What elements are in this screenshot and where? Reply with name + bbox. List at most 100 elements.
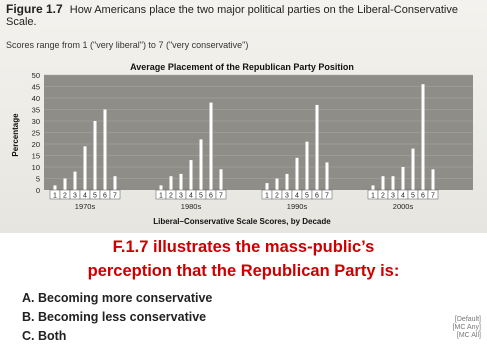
y-tick-label: 35 <box>32 106 40 115</box>
figure-caption: Figure 1.7 How Americans place the two m… <box>6 3 476 28</box>
x-tick-label: 3 <box>179 193 183 200</box>
y-tick-label: 15 <box>32 152 40 161</box>
x-tick-label: 4 <box>189 193 193 200</box>
bar <box>73 171 77 190</box>
option-c-text: Both <box>37 329 67 343</box>
option-a-letter: A. <box>22 291 35 305</box>
x-tick-label: 5 <box>93 193 97 200</box>
decade-label: 1970s <box>75 202 96 211</box>
x-tick-box <box>321 189 333 200</box>
bar <box>83 146 87 190</box>
x-tick-label: 6 <box>421 193 425 200</box>
x-tick-box <box>427 189 439 200</box>
x-tick-box <box>215 189 227 200</box>
y-tick-label: 50 <box>32 71 40 80</box>
y-axis-ticks: 0 5 10 15 20 25 30 35 40 45 50 <box>32 71 40 195</box>
x-tick-label: 6 <box>103 193 107 200</box>
option-b-text: Becoming less conservative <box>37 310 207 324</box>
bar <box>93 121 97 190</box>
bar <box>421 84 425 190</box>
option-c[interactable]: C. Both <box>22 327 212 346</box>
scores-note: Scores range from 1 ("very liberal") to … <box>6 40 249 50</box>
bar <box>305 141 309 190</box>
x-tick-label: 4 <box>295 193 299 200</box>
x-tick-label: 7 <box>431 193 435 200</box>
bar <box>53 185 57 190</box>
figure-caption-text: How Americans place the two major politi… <box>6 4 458 28</box>
bar <box>371 185 375 190</box>
x-tick-label: 3 <box>285 193 289 200</box>
y-tick-label: 40 <box>32 94 40 103</box>
x-tick-label: 6 <box>209 193 213 200</box>
x-tick-label: 6 <box>315 193 319 200</box>
bar <box>199 139 203 190</box>
bars <box>53 84 435 190</box>
bar <box>189 160 193 190</box>
x-tick-label: 5 <box>411 193 415 200</box>
bar <box>285 173 289 190</box>
decade-labels: 1970s 1980s 1990s 2000s <box>75 202 414 211</box>
x-tick-label: 4 <box>401 193 405 200</box>
bar <box>325 162 329 190</box>
x-tick-label: 3 <box>73 193 77 200</box>
y-tick-label: 25 <box>32 129 40 138</box>
y-tick-label: 0 <box>36 186 40 195</box>
y-tick-label: 45 <box>32 83 40 92</box>
question-text: F.1.7 illustrates the mass-public’s perc… <box>0 235 487 283</box>
bar <box>381 176 385 190</box>
option-c-letter: C. <box>22 329 35 343</box>
y-tick-label: 10 <box>32 163 40 172</box>
x-tick-label: 2 <box>169 193 173 200</box>
x-tick-label: 3 <box>391 193 395 200</box>
x-tick-label: 7 <box>325 193 329 200</box>
x-tick-label: 4 <box>83 193 87 200</box>
bar <box>391 176 395 190</box>
bar <box>169 176 173 190</box>
tag-default: [Default] <box>454 316 481 323</box>
x-tick-label: 5 <box>199 193 203 200</box>
option-b-letter: B. <box>22 310 35 324</box>
x-tick-label: 2 <box>63 193 67 200</box>
x-tick-box <box>109 189 121 200</box>
tag-mc-any: [MC Any] <box>452 324 481 331</box>
y-tick-label: 30 <box>32 117 40 126</box>
bar <box>159 185 163 190</box>
bar <box>103 109 107 190</box>
bar <box>219 169 223 190</box>
option-a[interactable]: A. Becoming more conservative <box>22 289 212 308</box>
decade-label: 2000s <box>393 202 414 211</box>
x-axis-label: Liberal–Conservative Scale Scores, by De… <box>153 217 331 226</box>
bar <box>411 148 415 190</box>
x-tick-label: 5 <box>305 193 309 200</box>
answer-options: A. Becoming more conservative B. Becomin… <box>22 289 212 346</box>
bar <box>295 157 299 190</box>
bar <box>265 183 269 190</box>
x-tick-label: 2 <box>275 193 279 200</box>
x-tick-label: 7 <box>113 193 117 200</box>
x-tick-label: 2 <box>381 193 385 200</box>
x-tick-label: 1 <box>371 193 375 200</box>
decade-label: 1980s <box>181 202 202 211</box>
bar <box>63 178 67 190</box>
decade-label: 1990s <box>287 202 308 211</box>
bar <box>315 104 319 190</box>
x-tick-label: 1 <box>159 193 163 200</box>
chart-title: Average Placement of the Republican Part… <box>130 62 354 72</box>
y-tick-label: 20 <box>32 140 40 149</box>
y-axis-label: Percentage <box>11 113 20 157</box>
figure-label: Figure 1.7 <box>6 2 63 16</box>
grid <box>44 74 473 179</box>
y-tick-label: 5 <box>36 175 40 184</box>
option-a-text: Becoming more conservative <box>37 291 213 305</box>
bar <box>431 169 435 190</box>
question-line-2: perception that the Republican Party is: <box>87 262 400 280</box>
response-mode-tags: [Default] [MC Any] [MC All] <box>453 316 481 340</box>
bar <box>401 167 405 190</box>
x-tick-label: 1 <box>265 193 269 200</box>
option-b[interactable]: B. Becoming less conservative <box>22 308 212 327</box>
bar-chart: Average Placement of the Republican Part… <box>11 62 473 226</box>
x-tick-label: 7 <box>219 193 223 200</box>
bar <box>275 178 279 190</box>
bar <box>113 176 117 190</box>
